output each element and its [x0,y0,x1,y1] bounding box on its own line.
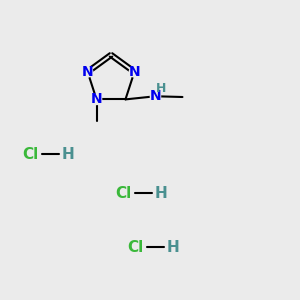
Text: H: H [62,147,75,162]
Text: N: N [91,92,102,106]
Circle shape [129,67,140,77]
Circle shape [92,94,102,104]
Text: Cl: Cl [128,240,144,255]
Text: H: H [167,240,180,255]
Circle shape [82,67,93,77]
Text: H: H [155,186,168,201]
Text: N: N [150,89,161,103]
Text: N: N [129,65,140,79]
Text: Cl: Cl [22,147,39,162]
Text: H: H [156,82,166,94]
Text: N: N [82,65,93,79]
Circle shape [150,91,161,101]
Text: Cl: Cl [116,186,132,201]
